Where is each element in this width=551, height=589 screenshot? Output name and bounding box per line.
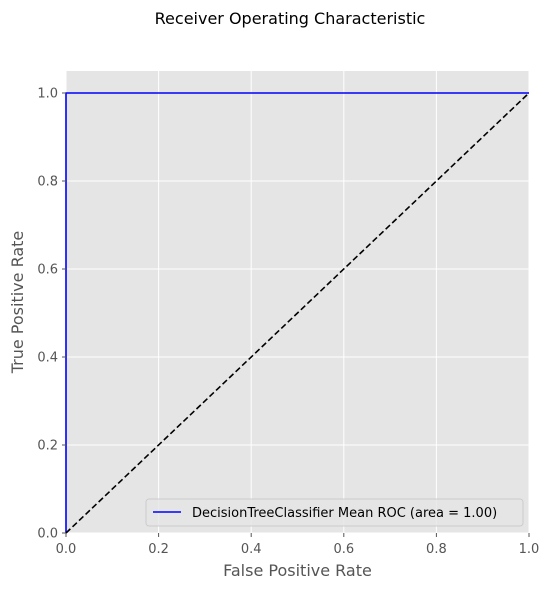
plot-area bbox=[66, 71, 529, 533]
legend-box bbox=[145, 498, 524, 527]
chance-diagonal-line bbox=[65, 92, 530, 534]
y-tick-label: 1.0 bbox=[37, 87, 58, 102]
y-axis-label: True Positive Rate bbox=[8, 231, 27, 375]
x-axis-label: False Positive Rate bbox=[223, 561, 372, 580]
y-tick-label: 0.4 bbox=[37, 351, 58, 366]
y-tick-label: 0.6 bbox=[37, 263, 58, 278]
legend: DecisionTreeClassifier Mean ROC (area = … bbox=[145, 498, 524, 527]
y-tick-label: 0.0 bbox=[37, 527, 58, 542]
y-tick-label: 0.8 bbox=[37, 175, 58, 190]
x-tick-label: 0.0 bbox=[56, 542, 77, 557]
legend-label: DecisionTreeClassifier Mean ROC (area = … bbox=[192, 506, 497, 521]
x-tick-label: 0.4 bbox=[241, 542, 262, 557]
x-tick-label: 1.0 bbox=[519, 542, 540, 557]
y-tick-label: 0.2 bbox=[37, 439, 58, 454]
x-tick-label: 0.8 bbox=[426, 542, 447, 557]
x-tick-label: 0.2 bbox=[148, 542, 169, 557]
x-tick-label: 0.6 bbox=[333, 542, 354, 557]
chart-title: Receiver Operating Characteristic bbox=[155, 9, 426, 28]
tick-labels: 0.0 0.2 0.4 0.6 0.8 1.0 0.0 0.2 0.4 0.6 0.8 1.0 bbox=[37, 87, 539, 558]
